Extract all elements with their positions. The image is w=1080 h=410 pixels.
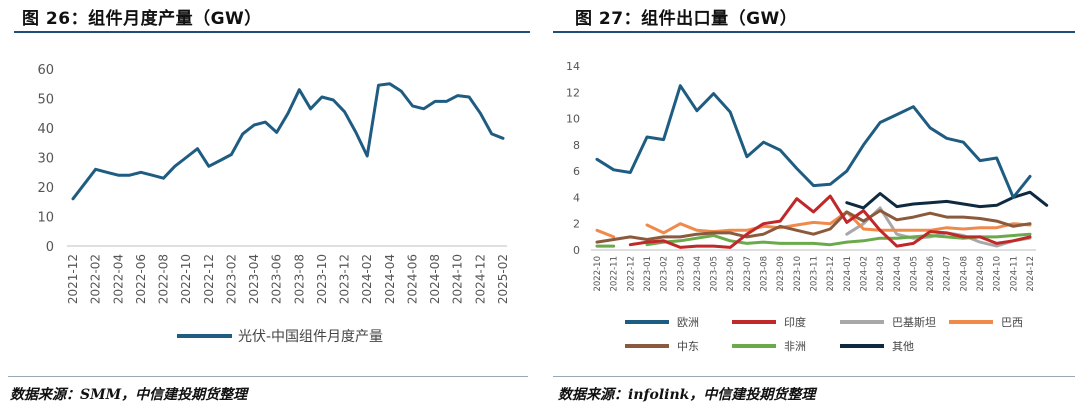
x-tick-label: 2024-08 (428, 254, 442, 304)
x-tick-label: 2022-12 (626, 256, 636, 292)
x-tick-label: 2024-11 (1009, 256, 1019, 292)
x-tick-label: 2024-10 (451, 254, 465, 304)
x-tick-label: 2024-12 (1026, 256, 1036, 292)
x-tick-label: 2022-02 (89, 254, 103, 304)
x-tick-label: 2022-04 (111, 254, 125, 304)
legend-label-production: 光伏-中国组件月度产量 (238, 329, 383, 345)
x-tick-label: 2024-02 (859, 256, 869, 292)
x-tick-label: 2023-04 (693, 256, 703, 292)
x-tick-label: 2024-04 (893, 256, 903, 292)
x-tick-label: 2023-08 (760, 256, 770, 292)
x-tick-label: 2023-08 (292, 254, 306, 304)
y-tick-label: 8 (573, 139, 580, 152)
right-source-note: 数据来源：infolink，中信建投期货整理 (558, 387, 816, 403)
left-source-note: 数据来源：SMM，中信建投期货整理 (10, 387, 248, 403)
x-tick-label: 2023-12 (338, 254, 352, 304)
x-tick-label: 2025-02 (496, 254, 510, 304)
x-tick-label: 2023-10 (793, 256, 803, 292)
x-tick-label: 2023-11 (810, 256, 820, 292)
legend-label-巴西: 巴西 (1001, 316, 1023, 329)
series-line-巴西 (595, 210, 1032, 239)
x-tick-label: 2023-06 (270, 254, 284, 304)
right-figure-title: 图 27：组件出口量（GW） (575, 9, 798, 29)
x-tick-label: 2024-06 (405, 254, 419, 304)
legend-label-巴基斯坦: 巴基斯坦 (892, 315, 936, 329)
x-tick-label: 2022-06 (134, 254, 148, 304)
x-tick-label: 2024-09 (976, 256, 986, 292)
x-tick-label: 2023-10 (315, 254, 329, 304)
y-tick-label: 0 (46, 240, 54, 255)
left-production-chart: 0 10 20 30 40 50 60 2021-12 2022-02 2022-04 2022-0… (37, 63, 510, 345)
x-tick-label: 2024-04 (383, 254, 397, 304)
y-tick-label: 0 (573, 244, 580, 257)
y-tick-label: 40 (37, 122, 54, 137)
left-bottom-rule (8, 376, 528, 377)
y-tick-label: 10 (566, 113, 580, 126)
right-title-rule (553, 31, 1075, 33)
x-tick-label: 2024-03 (876, 256, 886, 292)
x-tick-label: 2023-12 (826, 256, 836, 292)
y-tick-label: 30 (37, 152, 54, 167)
x-tick-label: 2023-04 (247, 254, 261, 304)
x-tick-label: 2022-10 (179, 254, 193, 304)
series-line-欧洲 (595, 84, 1032, 199)
legend-label-印度: 印度 (784, 315, 806, 329)
x-tick-label: 2024-12 (473, 254, 487, 304)
legend-label-中东: 中东 (677, 340, 699, 353)
y-tick-label: 12 (566, 86, 580, 99)
y-tick-label: 14 (566, 60, 580, 73)
x-tick-label: 2024-01 (843, 256, 853, 292)
y-tick-label: 6 (573, 165, 580, 178)
x-tick-label: 2022-12 (202, 254, 216, 304)
x-tick-label: 2023-07 (743, 256, 753, 292)
legend-label-欧洲: 欧洲 (677, 316, 699, 329)
y-tick-label: 50 (37, 93, 54, 108)
y-tick-label: 60 (37, 63, 54, 78)
y-tick-label: 2 (573, 218, 580, 231)
left-figure-title: 图 26：组件月度产量（GW） (22, 9, 262, 29)
x-tick-label: 2023-05 (710, 256, 720, 292)
x-tick-label: 2024-10 (993, 256, 1003, 292)
series-line-中东 (595, 209, 1032, 244)
x-tick-label: 2023-06 (726, 256, 736, 292)
y-tick-label: 20 (37, 181, 54, 196)
y-tick-label: 4 (573, 191, 580, 204)
series-line-印度 (628, 194, 1032, 249)
series-line-production (71, 82, 505, 201)
x-tick-label: 2024-07 (943, 256, 953, 292)
x-tick-label: 2022-08 (157, 254, 171, 304)
x-tick-label: 2022-11 (610, 256, 620, 292)
x-tick-label: 2023-09 (776, 256, 786, 292)
x-tick-label: 2023-02 (660, 256, 670, 292)
x-tick-label: 2024-05 (909, 256, 919, 292)
left-title-rule (14, 31, 530, 33)
x-tick-label: 2023-03 (676, 256, 686, 292)
x-tick-label: 2022-10 (593, 256, 603, 292)
legend-label-其他: 其他 (892, 340, 914, 353)
right-bottom-rule (553, 376, 1075, 377)
x-tick-label: 2024-08 (959, 256, 969, 292)
right-export-chart: 0 2 4 6 8 10 12 14 2022-10 2022-11 2022-12 2023-01 2… (566, 60, 1049, 353)
x-tick-label: 2023-01 (643, 256, 653, 292)
x-tick-label: 2024-02 (360, 254, 374, 304)
legend-label-非洲: 非洲 (784, 340, 806, 353)
x-tick-label: 2021-12 (66, 254, 80, 304)
x-tick-label: 2023-02 (224, 254, 238, 304)
y-tick-label: 10 (37, 211, 54, 226)
x-tick-label: 2024-06 (926, 256, 936, 292)
